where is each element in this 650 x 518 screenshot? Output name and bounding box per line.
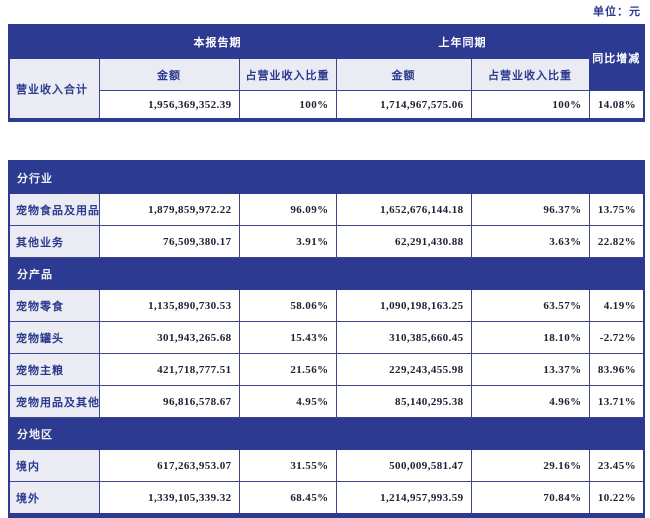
report-tables-container: 本报告期 上年同期 同比增减 营业收入合计 金额 占营业收入比重 金额 占营业收… bbox=[8, 24, 645, 518]
yoy-value: 13.75% bbox=[588, 193, 645, 226]
yoy-value: 83.96% bbox=[588, 353, 645, 386]
revenue-breakdown-table: 分行业 宠物食品及用品 1,879,859,972.22 96.09% 1,65… bbox=[8, 160, 645, 518]
amount-current: 96,816,578.67 bbox=[98, 385, 240, 418]
yoy-value: -2.72% bbox=[588, 321, 645, 354]
total-amount-current: 1,956,369,352.39 bbox=[98, 90, 240, 121]
row-label: 其他业务 bbox=[8, 225, 100, 258]
total-amount-prior: 1,714,967,575.06 bbox=[335, 90, 472, 121]
yoy-value: 22.82% bbox=[588, 225, 645, 258]
table-row: 宠物用品及其他 96,816,578.67 4.95% 85,140,295.3… bbox=[8, 385, 645, 418]
yoy-value: 13.71% bbox=[588, 385, 645, 418]
section-header-by-region: 分地区 bbox=[8, 417, 645, 450]
subheader-amount-prior: 金额 bbox=[335, 58, 472, 91]
amount-current: 1,135,890,730.53 bbox=[98, 289, 240, 322]
amount-prior: 1,090,198,163.25 bbox=[335, 289, 472, 322]
amount-current: 76,509,380.17 bbox=[98, 225, 240, 258]
subheader-share-prior: 占营业收入比重 bbox=[470, 58, 590, 91]
row-label: 宠物主粮 bbox=[8, 353, 100, 386]
share-prior: 18.10% bbox=[470, 321, 590, 354]
table-row: 营业收入合计 金额 占营业收入比重 金额 占营业收入比重 bbox=[8, 58, 644, 121]
table-row: 境内 617,263,953.07 31.55% 500,009,581.47 … bbox=[8, 449, 645, 482]
total-yoy-value: 14.08% bbox=[588, 90, 645, 121]
total-revenue-label: 营业收入合计 bbox=[8, 58, 100, 121]
subheader-share-current: 占营业收入比重 bbox=[238, 58, 337, 91]
header-corner-cell bbox=[8, 24, 100, 59]
share-prior: 63.57% bbox=[470, 289, 590, 322]
table-row: 分行业 bbox=[8, 160, 645, 194]
amount-prior: 229,243,455.98 bbox=[335, 353, 472, 386]
total-share-prior: 100% bbox=[470, 90, 590, 121]
amount-prior: 1,652,676,144.18 bbox=[335, 193, 472, 226]
row-label: 宠物罐头 bbox=[8, 321, 100, 354]
yoy-value: 23.45% bbox=[588, 449, 645, 482]
amount-prior: 85,140,295.38 bbox=[335, 385, 472, 418]
table-row: 1,956,369,352.39 100% 1,714,967,575.06 1… bbox=[9, 90, 645, 121]
amount-current: 1,879,859,972.22 bbox=[98, 193, 240, 226]
table-row: 宠物食品及用品 1,879,859,972.22 96.09% 1,652,67… bbox=[8, 193, 645, 226]
total-share-current: 100% bbox=[238, 90, 337, 121]
amount-current: 301,943,265.68 bbox=[98, 321, 240, 354]
yoy-value: 10.22% bbox=[588, 481, 645, 516]
table-row: 分产品 bbox=[8, 257, 645, 290]
share-prior: 96.37% bbox=[470, 193, 590, 226]
amount-current: 617,263,953.07 bbox=[98, 449, 240, 482]
row-label: 宠物用品及其他 bbox=[8, 385, 100, 418]
amount-current: 421,718,777.51 bbox=[98, 353, 240, 386]
unit-label: 单位：元 bbox=[593, 6, 641, 18]
table-row: 境外 1,339,105,339.32 68.45% 1,214,957,993… bbox=[8, 481, 645, 516]
row-label: 宠物零食 bbox=[8, 289, 100, 322]
amount-prior: 62,291,430.88 bbox=[335, 225, 472, 258]
table-row: 分地区 bbox=[8, 417, 645, 450]
share-prior: 13.37% bbox=[470, 353, 590, 386]
row-label: 境内 bbox=[8, 449, 100, 482]
header-current-period: 本报告期 bbox=[98, 24, 337, 59]
share-current: 15.43% bbox=[238, 321, 337, 354]
share-prior: 70.84% bbox=[470, 481, 590, 516]
table-row: 本报告期 上年同期 同比增减 bbox=[8, 24, 645, 91]
revenue-summary-table: 本报告期 上年同期 同比增减 营业收入合计 金额 占营业收入比重 金额 占营业收… bbox=[8, 24, 645, 122]
share-current: 31.55% bbox=[238, 449, 337, 482]
section-header-by-product: 分产品 bbox=[8, 257, 645, 290]
share-current: 21.56% bbox=[238, 353, 337, 386]
amount-prior: 500,009,581.47 bbox=[335, 449, 472, 482]
share-current: 68.45% bbox=[238, 481, 337, 516]
amount-prior: 1,214,957,993.59 bbox=[335, 481, 472, 516]
table-row: 宠物零食 1,135,890,730.53 58.06% 1,090,198,1… bbox=[8, 289, 645, 322]
share-prior: 4.96% bbox=[470, 385, 590, 418]
table-row: 宠物主粮 421,718,777.51 21.56% 229,243,455.9… bbox=[8, 353, 645, 386]
yoy-value: 4.19% bbox=[588, 289, 645, 322]
amount-current: 1,339,105,339.32 bbox=[98, 481, 240, 516]
subheader-amount-current: 金额 bbox=[98, 58, 240, 91]
share-current: 4.95% bbox=[238, 385, 337, 418]
header-yoy: 同比增减 bbox=[588, 24, 645, 91]
row-label: 境外 bbox=[8, 481, 100, 516]
amount-prior: 310,385,660.45 bbox=[335, 321, 472, 354]
share-current: 96.09% bbox=[238, 193, 337, 226]
table-row: 其他业务 76,509,380.17 3.91% 62,291,430.88 3… bbox=[8, 225, 645, 258]
header-prior-period: 上年同期 bbox=[335, 24, 590, 59]
section-header-by-industry: 分行业 bbox=[8, 160, 645, 194]
row-label: 宠物食品及用品 bbox=[8, 193, 100, 226]
table-row: 宠物罐头 301,943,265.68 15.43% 310,385,660.4… bbox=[8, 321, 645, 354]
share-prior: 3.63% bbox=[470, 225, 590, 258]
share-current: 58.06% bbox=[238, 289, 337, 322]
share-prior: 29.16% bbox=[470, 449, 590, 482]
share-current: 3.91% bbox=[238, 225, 337, 258]
